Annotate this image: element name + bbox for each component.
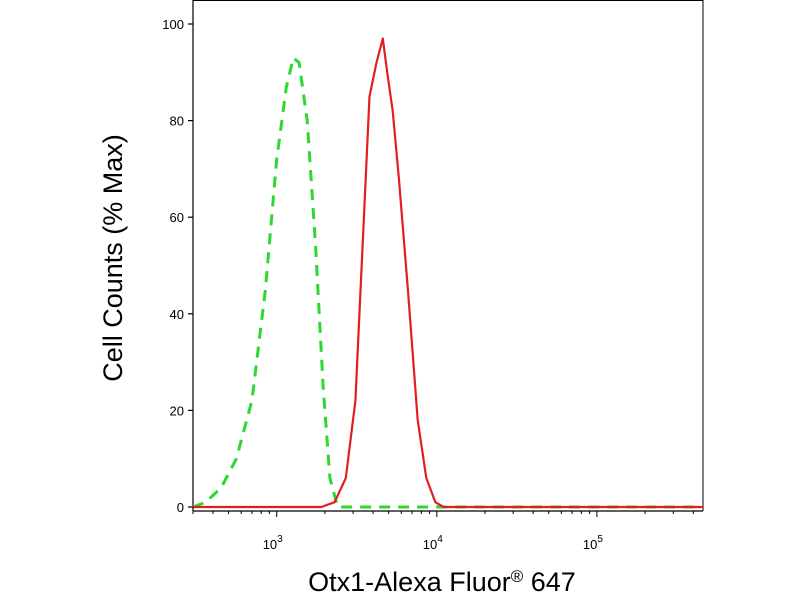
x-axis-title: Otx1-Alexa Fluor® 647 <box>308 567 576 597</box>
y-tick-label: 40 <box>170 307 184 322</box>
y-tick-label: 100 <box>162 17 184 32</box>
series-line-2 <box>193 39 703 508</box>
series-layer <box>193 39 703 508</box>
y-tick-label: 60 <box>170 210 184 225</box>
x-tick-exponent: 4 <box>437 534 443 545</box>
x-axis-title-main: Otx1-Alexa Fluor <box>308 567 511 597</box>
x-axis-title-registered-mark: ® <box>511 567 524 586</box>
x-tick-base: 10 <box>263 537 277 552</box>
y-tick-label: 80 <box>170 114 184 129</box>
x-tick-label: 104 <box>423 534 443 552</box>
x-tick-exponent: 5 <box>597 534 603 545</box>
y-tick-label: 0 <box>177 500 184 515</box>
x-axis-title-tail: 647 <box>523 567 576 597</box>
y-tick-label: 20 <box>170 403 184 418</box>
y-ticks: 0 20 40 60 80 100 <box>162 17 193 515</box>
x-tick-base: 10 <box>583 537 597 552</box>
x-tick-base: 10 <box>423 537 437 552</box>
x-tick-label: 105 <box>583 534 603 552</box>
x-tick-label: 103 <box>263 534 283 552</box>
series-line-1 <box>193 58 703 507</box>
y-axis-title: Cell Counts (% Max) <box>98 134 128 382</box>
x-ticks: 103 104 105 <box>193 511 693 552</box>
x-tick-exponent: 3 <box>277 534 283 545</box>
